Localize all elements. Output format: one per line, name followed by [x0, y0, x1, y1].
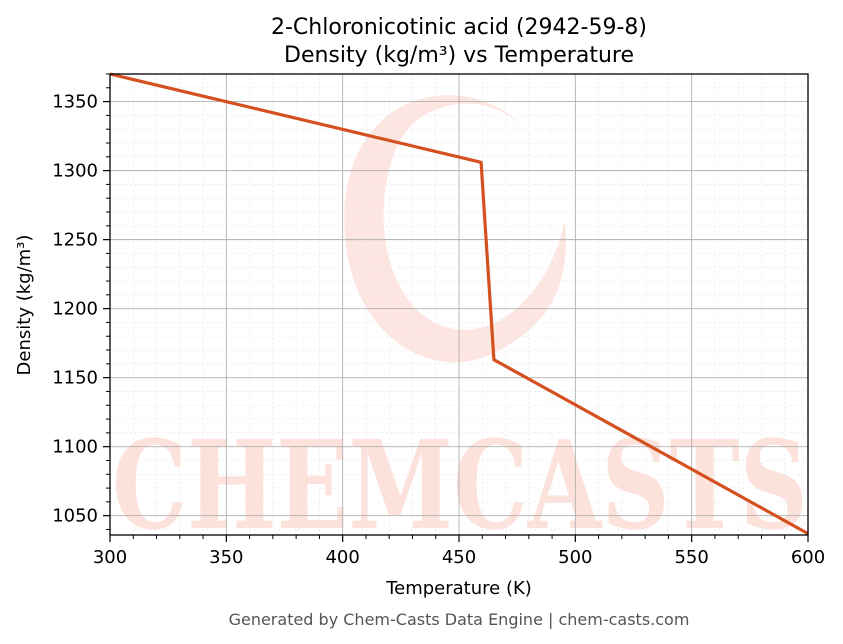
footer-credit: Generated by Chem-Casts Data Engine | ch…	[229, 610, 690, 629]
watermark-swirl-icon	[344, 95, 566, 363]
x-tick-label: 600	[791, 547, 825, 568]
chart-title: 2-Chloronicotinic acid (2942-59-8)	[271, 15, 647, 40]
y-tick-label: 1050	[52, 506, 98, 527]
x-tick-label: 450	[442, 547, 476, 568]
y-tick-labels: 1050 1100 1150 1200 1250 1300 1350	[52, 92, 98, 527]
x-tick-label: 350	[209, 547, 243, 568]
x-tick-label: 400	[325, 547, 359, 568]
y-axis-label: Density (kg/m³)	[14, 235, 35, 376]
axis-ticks	[103, 73, 809, 542]
x-tick-labels: 300 350 400 450 500 550 600	[93, 547, 825, 568]
density-series-line	[109, 72, 809, 535]
x-axis-label: Temperature (K)	[385, 578, 532, 599]
watermark: CHEMCASTS	[112, 95, 808, 557]
x-tick-label: 300	[93, 547, 127, 568]
series-layer	[109, 72, 809, 535]
y-tick-label: 1350	[52, 92, 98, 113]
y-tick-label: 1100	[52, 437, 98, 458]
y-tick-label: 1250	[52, 230, 98, 251]
y-tick-label: 1300	[52, 161, 98, 182]
chart-subtitle: Density (kg/m³) vs Temperature	[284, 43, 634, 68]
x-tick-label: 500	[558, 547, 592, 568]
x-tick-label: 550	[674, 547, 708, 568]
y-tick-label: 1150	[52, 368, 98, 389]
y-tick-label: 1200	[52, 299, 98, 320]
